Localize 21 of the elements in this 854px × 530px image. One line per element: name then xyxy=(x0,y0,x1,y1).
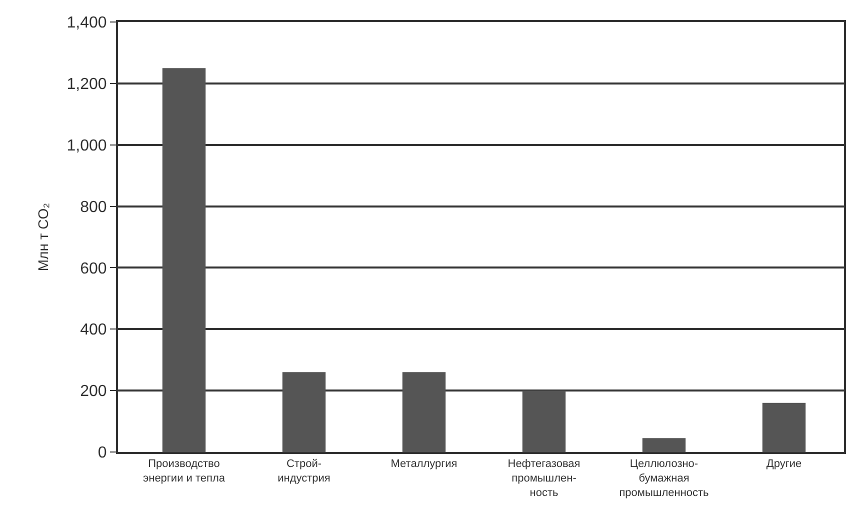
y-axis-title: Млн т CO₂ xyxy=(34,202,51,272)
y-tick-label: 0 xyxy=(98,444,107,462)
y-tick-label: 400 xyxy=(80,322,107,339)
y-tick-label: 1,200 xyxy=(66,76,107,94)
bar xyxy=(162,68,206,452)
bar xyxy=(762,402,806,452)
bar xyxy=(642,438,686,452)
x-tick-label: Производство энергии и тепла xyxy=(142,458,226,484)
y-tick-label: 1,400 xyxy=(66,14,107,32)
x-tick-label: Металлургия xyxy=(390,458,458,470)
y-tick-label: 600 xyxy=(80,260,107,278)
x-tick-label: Целлюлозно- бумажная промышленность xyxy=(619,458,710,499)
y-tick-label: 1,000 xyxy=(66,137,107,154)
bar xyxy=(282,372,326,452)
bar xyxy=(402,372,446,452)
x-tick-label: Строй- индустрия xyxy=(278,458,330,484)
x-tick-label: Другие xyxy=(766,458,802,470)
x-tick-label: Нефтегазовая промышлен- ность xyxy=(508,458,580,499)
y-tick-label: 200 xyxy=(80,383,107,400)
bar xyxy=(522,390,566,452)
y-tick-label: 800 xyxy=(80,198,107,216)
